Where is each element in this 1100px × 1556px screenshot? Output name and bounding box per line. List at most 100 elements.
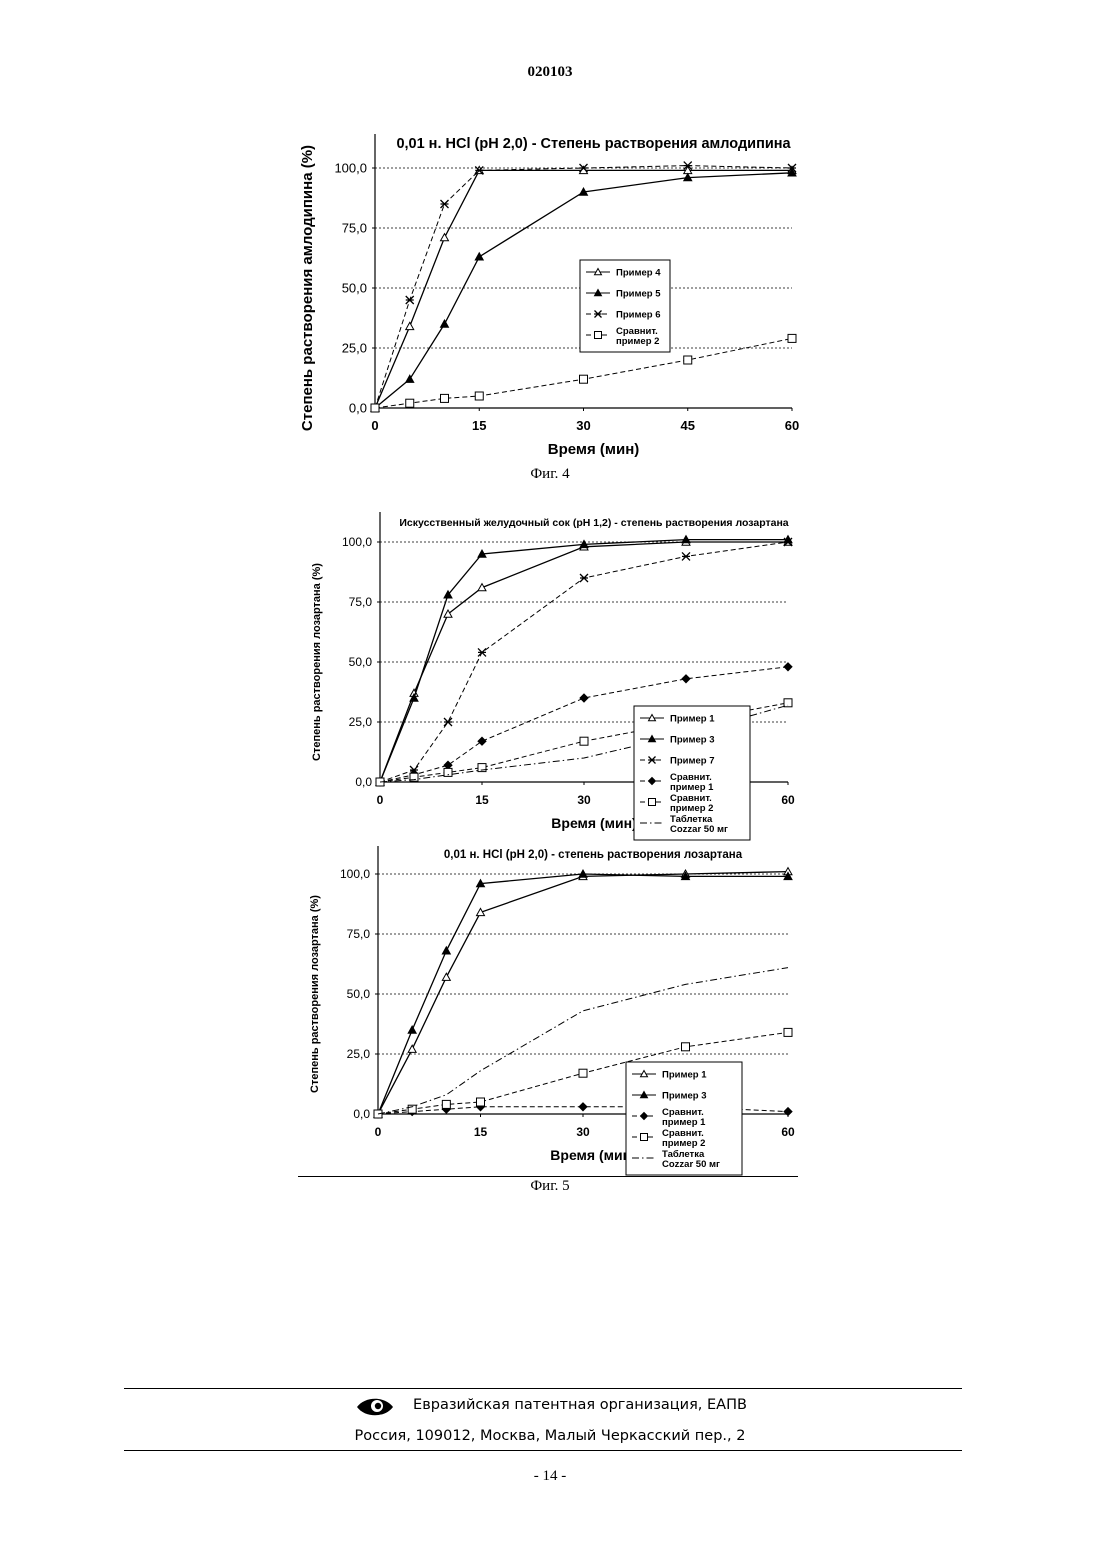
chart-title: 0,01 н. HCl (pH 2,0) - степень растворен… [444,849,743,861]
legend-label: Пример 7 [670,756,715,767]
data-point [478,584,486,591]
data-point [475,253,483,260]
data-point [784,1028,792,1036]
x-tick-label: 30 [577,793,591,807]
y-tick-label: 100,0 [334,161,367,176]
legend-label: пример 1 [670,782,714,793]
chart-amlodipine-hcl: 0,01 н. HCl (pH 2,0) - Степень растворен… [290,128,810,468]
doc-number: 020103 [0,64,1100,81]
x-tick-label: 15 [472,418,486,433]
y-axis-label: Степень растворения лозартана (%) [309,895,321,1093]
y-tick-label: 0,0 [353,1107,370,1121]
legend-label: пример 2 [616,336,659,347]
x-tick-label: 30 [576,1125,590,1139]
x-tick-label: 60 [781,1125,795,1139]
legend-label: Пример 5 [616,289,661,300]
footer-org: Евразийская патентная организация, ЕАПВ [0,1397,1100,1413]
data-point [684,356,692,364]
x-tick-label: 0 [375,1125,382,1139]
footer-top-rule [124,1388,962,1389]
data-point [406,399,414,407]
chart-losartan-hcl: 0,01 н. HCl (pH 2,0) - степень растворен… [298,846,798,1176]
y-axis-label: Степень растворения лозартана (%) [311,563,323,761]
x-axis-label: Время (мин) [551,815,636,831]
data-point [371,404,379,412]
y-tick-label: 50,0 [347,987,371,1001]
x-tick-label: 15 [475,793,489,807]
data-point [784,663,792,671]
data-point [477,1098,485,1106]
x-tick-label: 30 [576,418,590,433]
data-point [478,737,486,745]
data-point [442,947,450,954]
data-point [441,394,449,402]
page-number: - 14 - [0,1468,1100,1485]
data-point [441,234,449,241]
fig5-caption: Фиг. 5 [450,1178,650,1195]
x-axis-label: Время (мин) [550,1147,635,1163]
data-point [406,296,414,304]
legend-label: пример 1 [662,1117,706,1128]
data-point [441,320,449,327]
data-point [682,1043,690,1051]
y-tick-label: 50,0 [342,281,367,296]
data-point [406,322,414,329]
legend-label: пример 2 [662,1138,705,1149]
y-tick-label: 0,0 [349,401,367,416]
chart-title: Искусственный желудочный сок (pH 1,2) - … [399,517,788,529]
legend-label: Пример 6 [616,310,661,321]
y-tick-label: 75,0 [349,595,373,609]
data-point [580,574,588,582]
legend-marker [595,332,602,339]
legend-label: пример 2 [670,803,713,814]
data-point [475,392,483,400]
data-point [580,737,588,745]
y-tick-label: 100,0 [342,535,372,549]
data-point [442,1100,450,1108]
y-tick-label: 100,0 [340,867,370,881]
figure-bottom-rule [298,1176,798,1177]
legend-label: Пример 3 [670,735,715,746]
data-point [788,334,796,342]
legend-label: Пример 1 [662,1070,707,1081]
y-tick-label: 0,0 [355,775,372,789]
data-point [580,694,588,702]
legend-marker [649,799,656,806]
chart-title: 0,01 н. HCl (pH 2,0) - Степень растворен… [396,136,791,152]
data-point [580,375,588,383]
x-axis-label: Время (мин) [548,441,640,458]
chart-losartan-gastric: Искусственный желудочный сок (pH 1,2) - … [300,512,800,842]
x-tick-label: 45 [681,418,695,433]
data-point [579,1069,587,1077]
x-tick-label: 60 [781,793,795,807]
data-point [682,675,690,683]
y-tick-label: 75,0 [347,927,371,941]
y-tick-label: 50,0 [349,655,373,669]
legend-label: Пример 1 [670,714,715,725]
x-tick-label: 0 [371,418,378,433]
legend-label: Пример 3 [662,1091,707,1102]
legend: Пример 4Пример 5Пример 6Сравнит.пример 2 [580,260,670,352]
x-tick-label: 0 [377,793,384,807]
legend-label: Пример 4 [616,268,661,279]
data-point [444,718,452,726]
data-point [478,648,486,656]
x-tick-label: 60 [785,418,799,433]
data-point [442,973,450,980]
legend-marker [641,1134,648,1141]
footer-bottom-rule [124,1450,962,1451]
y-axis-label: Степень растворения амлодипина (%) [299,145,316,431]
data-point [441,200,449,208]
y-tick-label: 25,0 [342,341,367,356]
data-point [682,552,690,560]
y-tick-label: 75,0 [342,221,367,236]
y-tick-label: 25,0 [347,1047,371,1061]
legend: Пример 1Пример 3Сравнит.пример 1Сравнит.… [626,1062,742,1175]
data-point [579,1103,587,1111]
y-tick-label: 25,0 [349,715,373,729]
data-point [406,375,414,382]
legend-label: Cozzar 50 мг [662,1159,720,1170]
legend-label: Cozzar 50 мг [670,824,728,835]
fig4-caption: Фиг. 4 [450,466,650,483]
x-tick-label: 15 [474,1125,488,1139]
